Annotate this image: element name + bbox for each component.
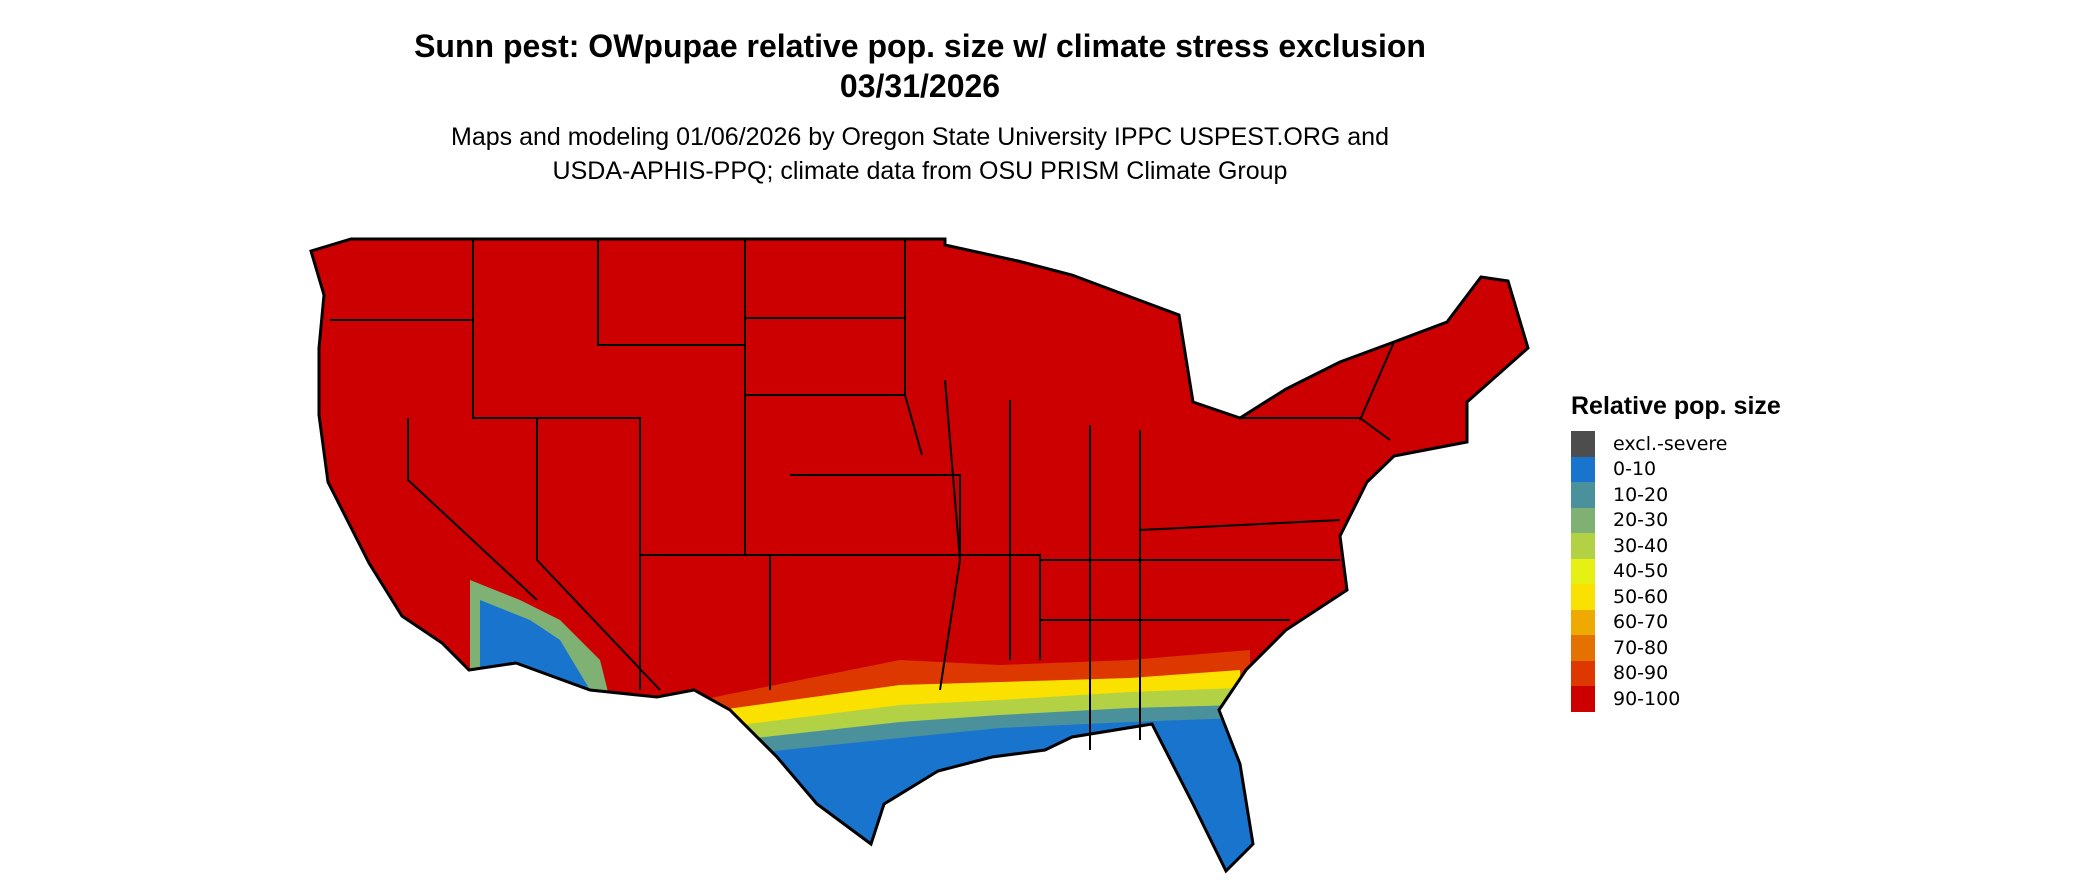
legend-label: 70-80 bbox=[1613, 636, 1669, 659]
legend-swatch bbox=[1571, 660, 1595, 686]
legend-swatch bbox=[1571, 431, 1595, 457]
legend-item: 70-80 bbox=[1571, 635, 1781, 661]
legend-label: 50-60 bbox=[1613, 585, 1669, 608]
legend-item: 60-70 bbox=[1571, 609, 1781, 635]
legend-swatch bbox=[1571, 456, 1595, 482]
legend-label: 80-90 bbox=[1613, 662, 1669, 685]
legend-swatch bbox=[1571, 482, 1595, 508]
map-date: 03/31/2026 bbox=[839, 68, 1001, 104]
legend-swatch bbox=[1571, 635, 1595, 661]
legend-item: 10-20 bbox=[1571, 482, 1781, 508]
legend-swatch bbox=[1571, 558, 1595, 584]
legend-item: 20-30 bbox=[1571, 507, 1781, 533]
legend-item: 80-90 bbox=[1571, 660, 1781, 686]
legend-label: 20-30 bbox=[1613, 509, 1669, 532]
legend-swatch bbox=[1571, 533, 1595, 559]
legend-swatch bbox=[1571, 686, 1595, 712]
legend-label: 10-20 bbox=[1613, 483, 1669, 506]
legend-item: 0-10 bbox=[1571, 456, 1781, 482]
legend-label: 0-10 bbox=[1613, 458, 1657, 481]
legend: Relative pop. size excl.-severe 0-10 10-20… bbox=[1571, 392, 1781, 712]
legend-label: excl.-severe bbox=[1613, 432, 1728, 455]
legend-item: 30-40 bbox=[1571, 533, 1781, 559]
state-borders bbox=[330, 239, 1395, 750]
map-title: Sunn pest: OWpupae relative pop. size w/… bbox=[414, 28, 1426, 64]
map-credit-line1: Maps and modeling 01/06/2026 by Oregon S… bbox=[451, 123, 1389, 151]
legend-item: 40-50 bbox=[1571, 558, 1781, 584]
legend-title: Relative pop. size bbox=[1571, 392, 1781, 420]
legend-item: excl.-severe bbox=[1571, 431, 1781, 457]
legend-label: 40-50 bbox=[1613, 560, 1669, 583]
legend-label: 90-100 bbox=[1613, 687, 1681, 710]
legend-label: 60-70 bbox=[1613, 611, 1669, 634]
legend-swatch bbox=[1571, 609, 1595, 635]
legend-item: 90-100 bbox=[1571, 686, 1781, 712]
legend-label: 30-40 bbox=[1613, 534, 1669, 557]
map-credit-line2: USDA-APHIS-PPQ; climate data from OSU PR… bbox=[552, 157, 1288, 185]
legend-swatch bbox=[1571, 584, 1595, 610]
legend-item: 50-60 bbox=[1571, 584, 1781, 610]
legend-swatch bbox=[1571, 507, 1595, 533]
